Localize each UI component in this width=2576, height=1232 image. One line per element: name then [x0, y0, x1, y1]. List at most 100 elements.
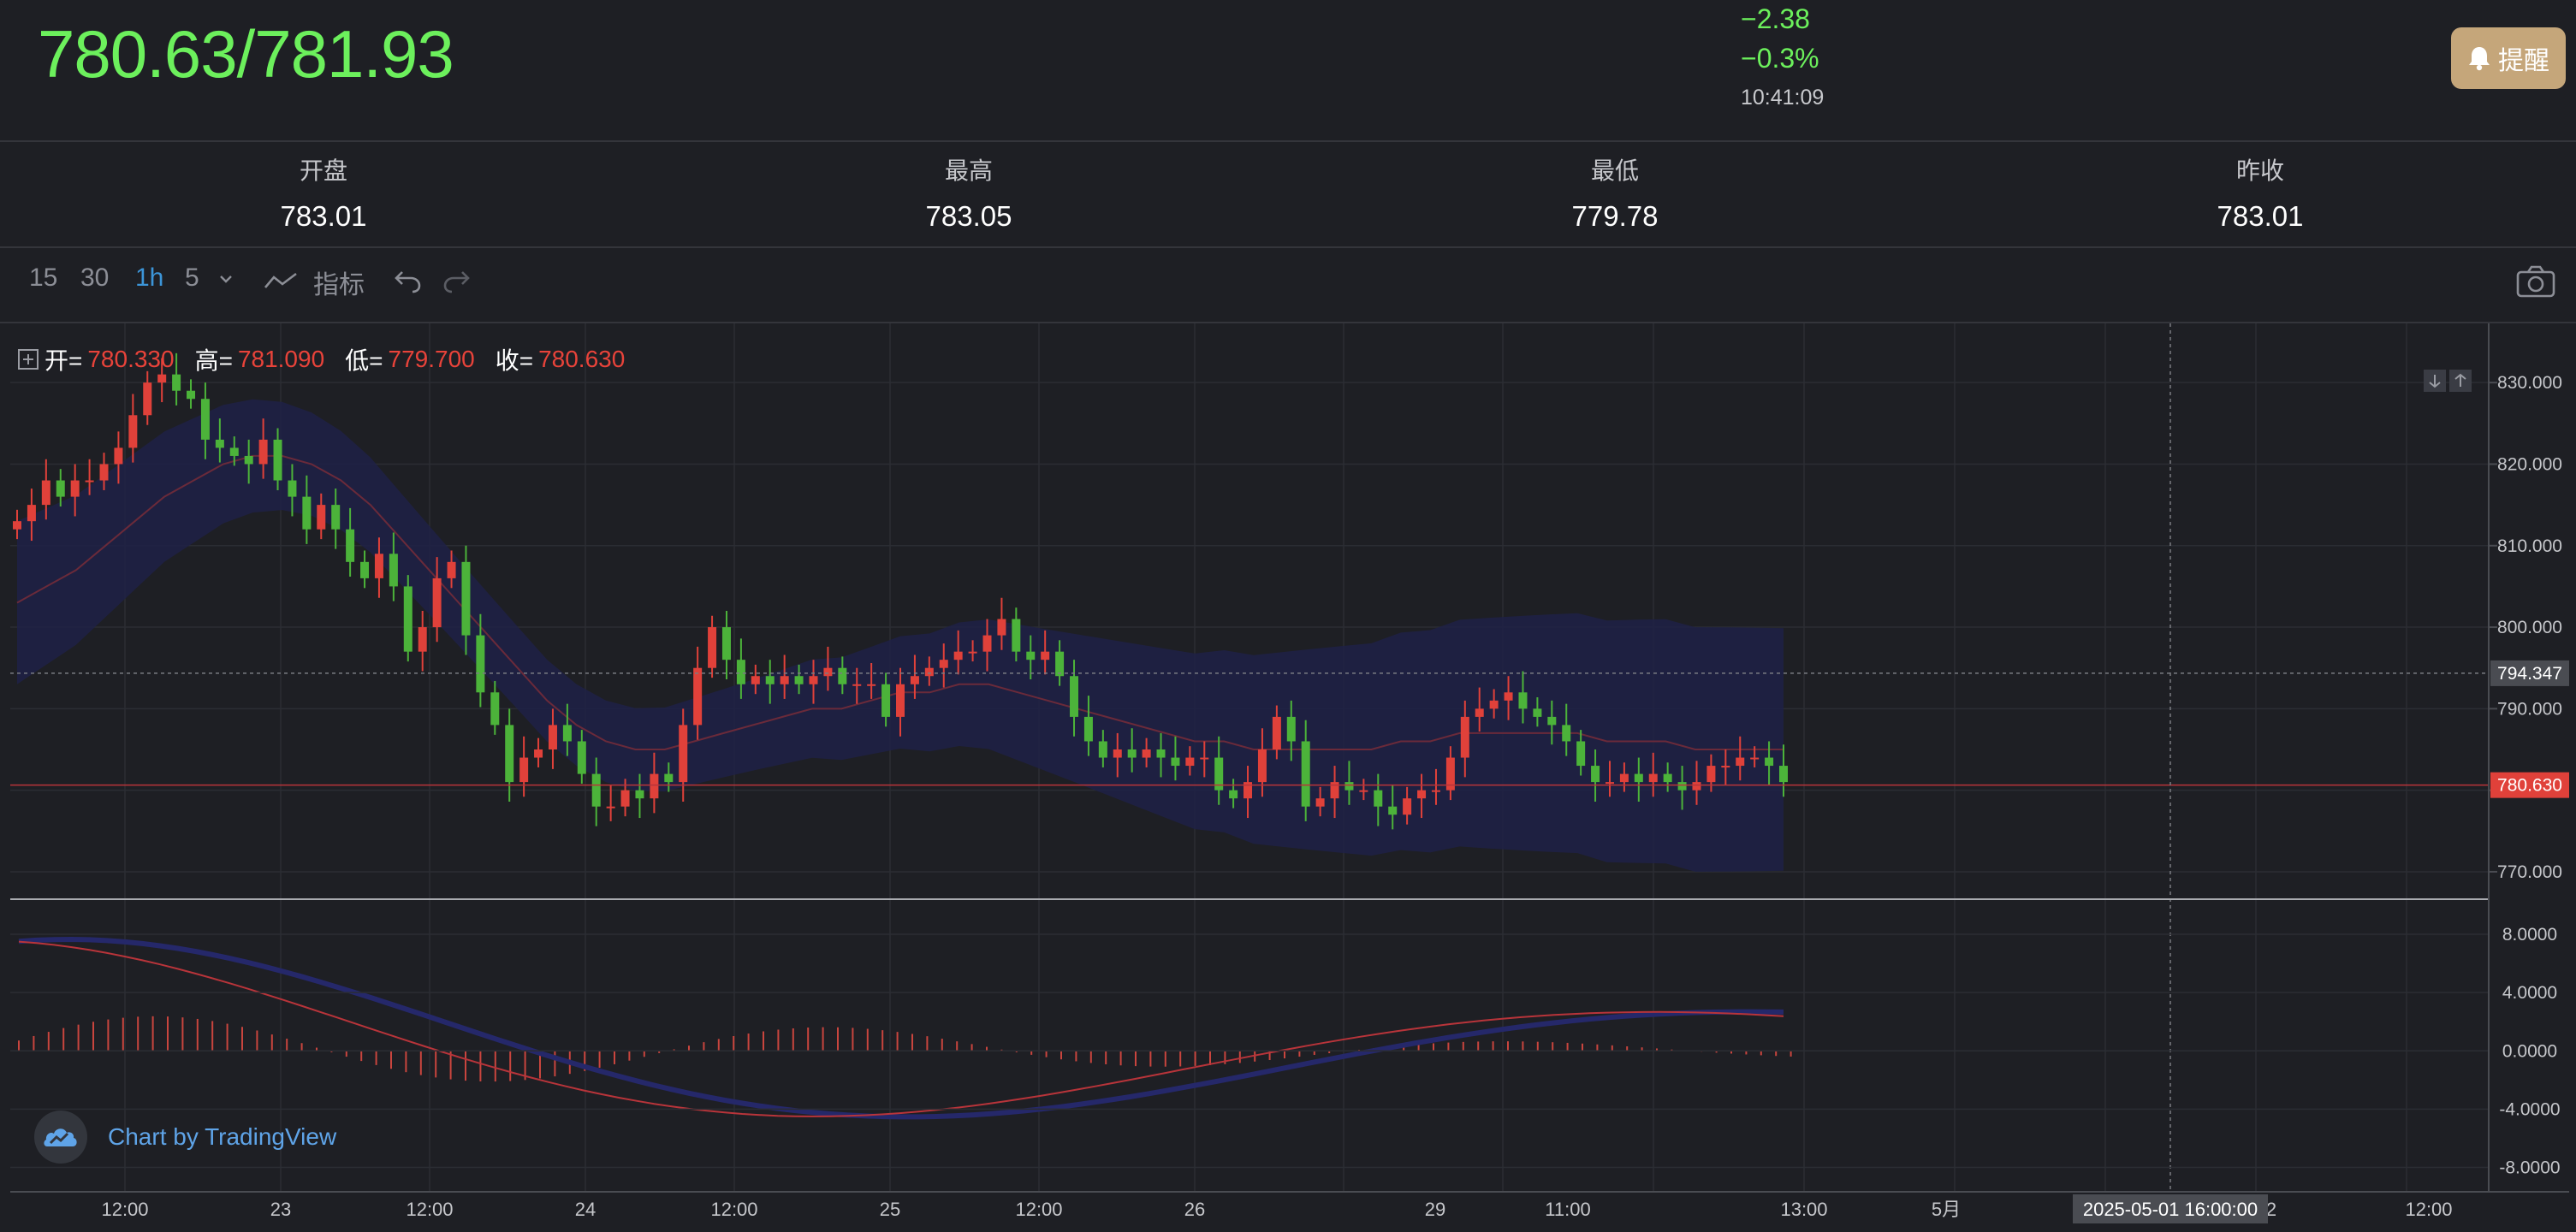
candle: [721, 611, 731, 680]
candle: [924, 656, 934, 686]
candle: [1533, 697, 1542, 727]
candle-body: [823, 667, 833, 677]
candle: [635, 773, 644, 819]
candle-body: [447, 561, 456, 578]
price-tick-label: 810.000: [2497, 536, 2562, 556]
candle: [751, 664, 760, 695]
candle-body: [1489, 700, 1499, 709]
low-label: 低=: [345, 347, 383, 374]
candle-body: [953, 651, 963, 660]
candle: [403, 575, 413, 662]
candle: [302, 475, 312, 544]
bid-ask-price: 780.63/781.93: [38, 16, 454, 92]
candle-body: [1185, 757, 1195, 767]
candle-body: [1330, 782, 1339, 799]
candle-body: [620, 790, 630, 807]
candle: [1359, 779, 1368, 801]
candle: [1605, 761, 1614, 797]
stat-value: 783.01: [2217, 200, 2304, 232]
interval-15[interactable]: 15: [29, 264, 58, 292]
candle: [258, 418, 268, 479]
candle-body: [780, 676, 789, 684]
undo-icon[interactable]: [394, 269, 423, 294]
candle: [1692, 761, 1701, 805]
candle-body: [1127, 749, 1137, 758]
pane-buttons[interactable]: [2424, 370, 2472, 392]
candle: [1041, 630, 1050, 675]
candle: [1012, 607, 1021, 662]
candle-body: [1634, 773, 1643, 783]
candle-body: [1445, 757, 1455, 791]
candle-body: [157, 374, 167, 383]
price-axis[interactable]: 830.000820.000810.000800.000790.000780.0…: [2489, 373, 2562, 882]
price-tick-label: 800.000: [2497, 618, 2562, 637]
candle-body: [721, 627, 731, 660]
candle: [838, 656, 847, 695]
indicators-button[interactable]: 指标: [313, 271, 365, 299]
candle: [1403, 786, 1412, 825]
candle-body: [244, 455, 253, 465]
candle-body: [548, 725, 557, 749]
candle: [968, 640, 977, 662]
expand-icon[interactable]: [17, 348, 39, 370]
candle: [1648, 752, 1658, 797]
time-tick-label: 12:00: [710, 1199, 757, 1220]
candle: [143, 370, 152, 425]
candle-body: [1171, 757, 1180, 767]
candle-body: [910, 676, 919, 684]
candle-body: [982, 635, 992, 652]
high-value: 781.090: [237, 346, 325, 372]
candle: [548, 708, 557, 769]
interval-30[interactable]: 30: [80, 264, 110, 292]
candle: [606, 785, 615, 821]
bollinger-band: [17, 399, 1784, 872]
indicators-icon[interactable]: [264, 269, 298, 294]
candle-body: [838, 667, 847, 684]
candle-body: [1576, 741, 1586, 767]
high-label: 高=: [194, 347, 233, 374]
candle: [794, 664, 804, 695]
tradingview-text: Chart by TradingView: [108, 1123, 337, 1150]
redo-icon[interactable]: [442, 269, 471, 294]
candle-body: [1301, 741, 1310, 807]
candle-body: [215, 439, 224, 448]
candle: [229, 436, 239, 466]
candle: [1171, 736, 1180, 781]
macd-tick-label: 8.0000: [2502, 925, 2557, 945]
candle-body: [505, 725, 514, 783]
low-value: 779.700: [388, 346, 475, 372]
interval-1h[interactable]: 1h: [135, 264, 164, 292]
candle-body: [1562, 725, 1571, 742]
chevron-down-icon[interactable]: [217, 270, 234, 287]
time-axis[interactable]: 12:00 23 12:00 24 12:00 25 12:00 26 29 11:00 13:00…: [101, 1199, 2452, 1220]
candle-body: [143, 382, 152, 416]
candle-body: [679, 725, 688, 783]
candle: [13, 509, 21, 540]
candle-body: [997, 619, 1006, 636]
candle: [1286, 700, 1296, 761]
candle-body: [562, 725, 572, 742]
candle: [346, 507, 355, 577]
candle-body: [85, 480, 94, 483]
stat-low: 最低 779.78: [1444, 142, 1786, 233]
candle: [1185, 746, 1195, 776]
candle: [360, 550, 370, 589]
candle-body: [114, 447, 123, 465]
candle-body: [1431, 790, 1440, 792]
alert-button[interactable]: 提醒: [2451, 27, 2566, 89]
camera-icon[interactable]: [2516, 265, 2555, 298]
tradingview-attribution[interactable]: Chart by TradingView: [34, 1111, 336, 1164]
candle-body: [1648, 773, 1658, 783]
price-tick-label: 830.000: [2497, 373, 2562, 393]
candle-body: [432, 578, 442, 628]
interval-5[interactable]: 5: [185, 264, 199, 292]
candle: [331, 489, 341, 549]
candle-body: [1243, 782, 1253, 799]
candle: [664, 762, 674, 792]
candle-body: [1403, 798, 1412, 815]
candle: [1070, 660, 1079, 737]
candle-body: [461, 561, 471, 636]
stat-value: 783.01: [280, 200, 367, 232]
price-chart[interactable]: 830.000820.000810.000800.000790.000780.0…: [10, 323, 2569, 1229]
alert-label: 提醒: [2498, 47, 2549, 75]
